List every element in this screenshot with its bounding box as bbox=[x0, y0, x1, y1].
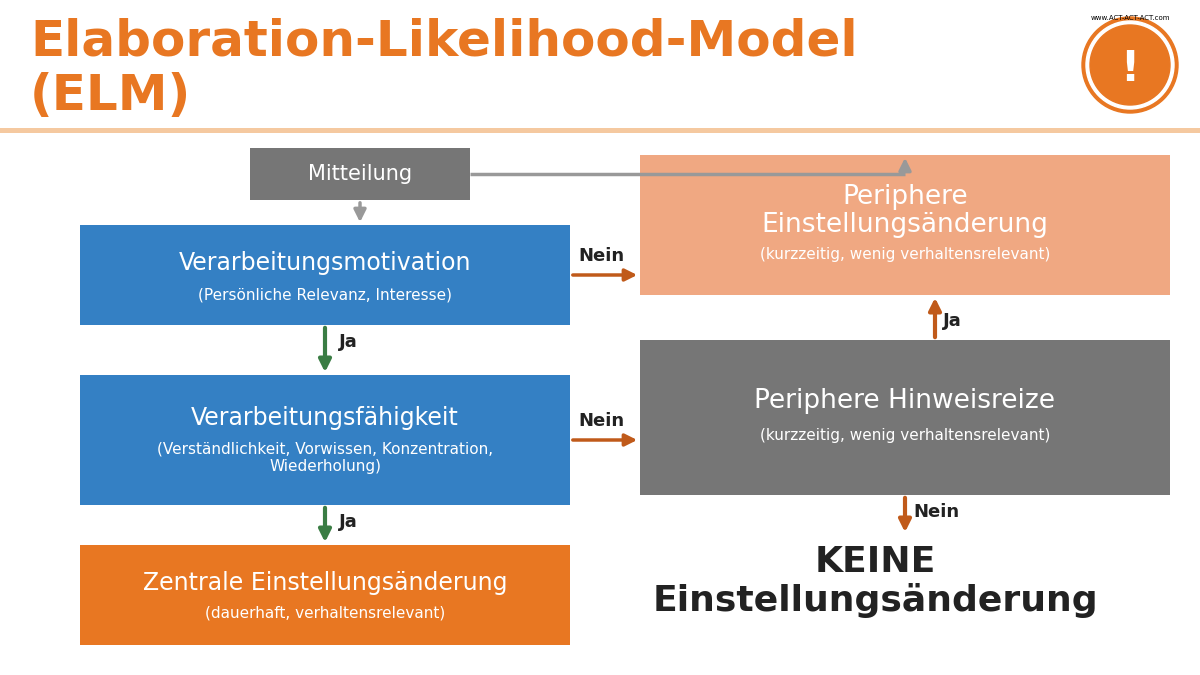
Text: Einstellungsänderung: Einstellungsänderung bbox=[652, 583, 1098, 618]
FancyBboxPatch shape bbox=[80, 545, 570, 645]
Text: (kurzzeitig, wenig verhaltensrelevant): (kurzzeitig, wenig verhaltensrelevant) bbox=[760, 428, 1050, 443]
FancyBboxPatch shape bbox=[80, 375, 570, 505]
Text: Periphere Hinweisreize: Periphere Hinweisreize bbox=[755, 389, 1056, 414]
Text: Verarbeitungsfähigkeit: Verarbeitungsfähigkeit bbox=[191, 406, 458, 430]
Circle shape bbox=[1086, 21, 1174, 109]
Circle shape bbox=[1082, 17, 1178, 113]
Text: Elaboration-Likelihood-Model: Elaboration-Likelihood-Model bbox=[30, 18, 858, 66]
Text: Nein: Nein bbox=[913, 503, 959, 521]
Text: !: ! bbox=[1121, 48, 1140, 90]
Text: (Persönliche Relevanz, Interesse): (Persönliche Relevanz, Interesse) bbox=[198, 288, 452, 302]
Circle shape bbox=[1090, 25, 1170, 105]
Text: Einstellungsänderung: Einstellungsänderung bbox=[762, 212, 1049, 238]
Text: (Verständlichkeit, Vorwissen, Konzentration,
Wiederholung): (Verständlichkeit, Vorwissen, Konzentrat… bbox=[157, 442, 493, 475]
Text: Verarbeitungsmotivation: Verarbeitungsmotivation bbox=[179, 251, 472, 275]
FancyBboxPatch shape bbox=[80, 225, 570, 325]
Text: Nein: Nein bbox=[578, 247, 624, 265]
Text: Mitteilung: Mitteilung bbox=[308, 164, 412, 184]
Text: Ja: Ja bbox=[340, 333, 358, 351]
Text: www.ACT-ACT-ACT.com: www.ACT-ACT-ACT.com bbox=[1091, 15, 1170, 21]
FancyBboxPatch shape bbox=[250, 148, 470, 200]
FancyBboxPatch shape bbox=[640, 155, 1170, 295]
Text: Ja: Ja bbox=[340, 513, 358, 531]
Text: Ja: Ja bbox=[943, 312, 961, 330]
Text: (kurzzeitig, wenig verhaltensrelevant): (kurzzeitig, wenig verhaltensrelevant) bbox=[760, 248, 1050, 263]
Text: Nein: Nein bbox=[578, 412, 624, 430]
Text: (dauerhaft, verhaltensrelevant): (dauerhaft, verhaltensrelevant) bbox=[205, 605, 445, 620]
Text: (ELM): (ELM) bbox=[30, 72, 191, 120]
FancyBboxPatch shape bbox=[0, 128, 1200, 133]
FancyBboxPatch shape bbox=[640, 340, 1170, 495]
Text: Periphere: Periphere bbox=[842, 184, 968, 210]
Text: KEINE: KEINE bbox=[815, 545, 936, 579]
Text: Zentrale Einstellungsänderung: Zentrale Einstellungsänderung bbox=[143, 571, 508, 595]
